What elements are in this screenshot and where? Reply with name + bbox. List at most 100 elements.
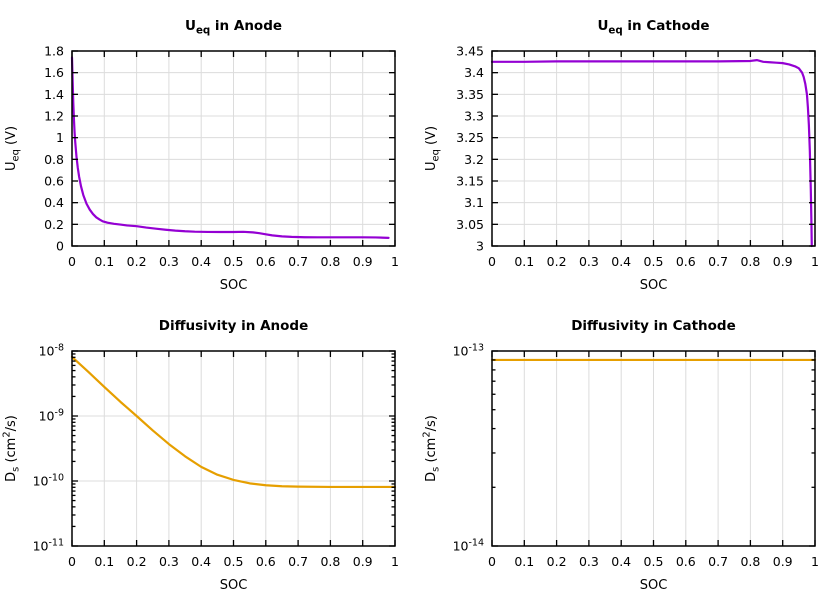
x-tick-label: 0.8 (740, 254, 760, 269)
series-line-equilibrium-potential-anode (70, 56, 390, 239)
x-tick-label: 0.4 (191, 554, 211, 569)
x-axis-label: SOC (640, 578, 668, 593)
ueq-anode-svg: 0 0.1 0.2 0.3 0.4 0.5 0.6 0.7 0.8 0.9 1 0 0.2 0.4 0.6 0… (4, 18, 399, 293)
y-tick-label: 0.4 (44, 195, 64, 210)
x-tick-label: 0 (68, 254, 76, 269)
x-tick-label: 0.8 (740, 554, 760, 569)
x-tick-label: 0.6 (676, 554, 696, 569)
x-tick-label: 0 (68, 554, 76, 569)
plot-title: Diffusivity in Cathode (571, 318, 736, 334)
x-tick-label: 0.9 (353, 254, 373, 269)
plot-title: Diffusivity in Anode (159, 318, 309, 334)
y-axis-label: Ueq (V) (4, 126, 21, 171)
grid-lines (72, 51, 395, 246)
y-tick-label: 10-13 (453, 342, 484, 358)
x-tick-label: 0 (488, 254, 496, 269)
diffusivity-anode-svg: 0 0.1 0.2 0.3 0.4 0.5 0.6 0.7 0.8 0.9 1 10-11 10-10 1… (2, 318, 399, 593)
y-tick-label: 10-14 (453, 537, 484, 553)
grid-lines (492, 51, 815, 246)
x-tick-label: 0.5 (224, 554, 244, 569)
y-tick-label: 0.2 (44, 217, 64, 232)
y-tick-label: 10-10 (33, 472, 64, 488)
y-tick-label: 3.25 (456, 130, 484, 145)
axis-ticks (491, 50, 816, 247)
x-tick-label: 0.7 (288, 554, 308, 569)
x-tick-label: 1 (391, 254, 399, 269)
y-tick-label: 1.6 (44, 65, 64, 80)
x-tick-label: 0.1 (514, 254, 534, 269)
y-tick-label: 3.1 (464, 195, 484, 210)
plot-title: Ueq in Anode (185, 18, 282, 37)
grid-lines (72, 351, 395, 546)
x-tick-label: 0.8 (320, 254, 340, 269)
chart-ueq-anode: 0 0.1 0.2 0.3 0.4 0.5 0.6 0.7 0.8 0.9 1 0 0.2 0.4 0.6 0… (0, 0, 420, 300)
y-tick-label: 1 (56, 130, 64, 145)
x-tick-label: 0.6 (676, 254, 696, 269)
x-tick-label: 0.3 (579, 254, 599, 269)
x-tick-label: 0.1 (94, 554, 114, 569)
x-axis-label: SOC (220, 278, 248, 293)
series-line-equilibrium-potential-cathode (490, 59, 813, 248)
y-axis-label: Ueq (V) (424, 126, 441, 171)
x-tick-label: 0.4 (191, 254, 211, 269)
chart-diffusivity-cathode: 0 0.1 0.2 0.3 0.4 0.5 0.6 0.7 0.8 0.9 1 10-14 10-13 D… (420, 300, 840, 600)
x-tick-label: 0.1 (514, 554, 534, 569)
axis-ticks (491, 350, 816, 547)
y-tick-label: 10-9 (39, 407, 64, 423)
x-tick-label: 0.7 (708, 254, 728, 269)
axis-ticks (71, 50, 396, 247)
y-tick-label: 3 (476, 239, 484, 254)
plot-title: Ueq in Cathode (597, 18, 709, 37)
ueq-cathode-svg: 0 0.1 0.2 0.3 0.4 0.5 0.6 0.7 0.8 0.9 1 3 3.05 3.1 3.1… (424, 18, 819, 293)
x-tick-label: 1 (391, 554, 399, 569)
x-tick-label: 0.2 (127, 554, 147, 569)
chart-diffusivity-anode: 0 0.1 0.2 0.3 0.4 0.5 0.6 0.7 0.8 0.9 1 10-11 10-10 1… (0, 300, 420, 600)
x-tick-label: 0.2 (127, 254, 147, 269)
y-tick-label: 3.4 (464, 65, 484, 80)
x-tick-label: 0.2 (547, 554, 567, 569)
x-tick-label: 0.5 (644, 554, 664, 569)
grid-lines (523, 351, 784, 546)
x-tick-label: 0 (488, 554, 496, 569)
x-tick-label: 0.1 (94, 254, 114, 269)
x-tick-label: 1 (811, 554, 819, 569)
y-tick-label: 3.3 (464, 109, 484, 124)
x-tick-label: 1 (811, 254, 819, 269)
y-tick-label: 3.35 (456, 87, 484, 102)
x-tick-label: 0.9 (773, 254, 793, 269)
x-tick-label: 0.4 (611, 254, 631, 269)
x-axis-label: SOC (640, 278, 668, 293)
y-tick-label: 1.8 (44, 44, 64, 59)
x-tick-label: 0.9 (773, 554, 793, 569)
y-tick-label: 0 (56, 239, 64, 254)
x-tick-label: 0.3 (579, 554, 599, 569)
x-tick-label: 0.3 (159, 554, 179, 569)
y-tick-label: 10-8 (39, 342, 64, 358)
x-tick-label: 0.9 (353, 554, 373, 569)
y-tick-label: 10-11 (33, 537, 64, 553)
x-tick-label: 0.3 (159, 254, 179, 269)
x-tick-label: 0.6 (256, 554, 276, 569)
y-tick-label: 3.15 (456, 174, 484, 189)
y-tick-label: 3.45 (456, 44, 484, 59)
y-axis-label: Ds (cm2/s) (2, 415, 22, 482)
y-tick-label: 0.6 (44, 174, 64, 189)
x-tick-label: 0.5 (644, 254, 664, 269)
y-tick-label: 1.2 (44, 109, 64, 124)
y-tick-label: 3.05 (456, 217, 484, 232)
series-line-solid-diffusivity-anode (70, 355, 397, 489)
x-tick-label: 0.7 (708, 554, 728, 569)
x-tick-label: 0.7 (288, 254, 308, 269)
y-axis-label: Ds (cm2/s) (422, 415, 442, 482)
x-axis-label: SOC (220, 578, 248, 593)
x-tick-label: 0.2 (547, 254, 567, 269)
y-tick-label: 1.4 (44, 87, 64, 102)
x-tick-label: 0.8 (320, 554, 340, 569)
x-tick-label: 0.4 (611, 554, 631, 569)
x-tick-label: 0.6 (256, 254, 276, 269)
y-tick-label: 3.2 (464, 152, 484, 167)
x-tick-label: 0.5 (224, 254, 244, 269)
diffusivity-cathode-svg: 0 0.1 0.2 0.3 0.4 0.5 0.6 0.7 0.8 0.9 1 10-14 10-13 D… (422, 318, 819, 593)
axis-ticks (71, 350, 396, 547)
